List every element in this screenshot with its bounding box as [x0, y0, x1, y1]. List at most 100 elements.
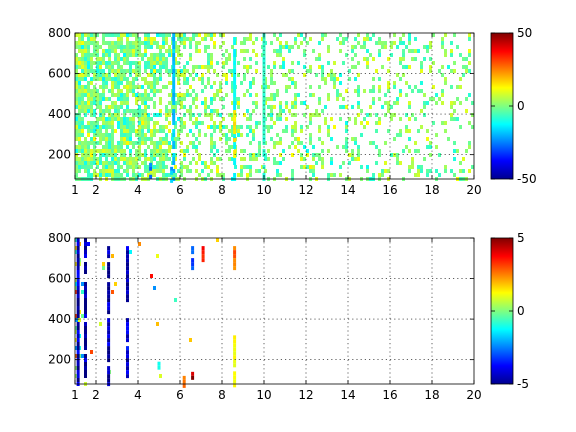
heatmap-cell: [408, 149, 411, 153]
heatmap-cell: [90, 53, 93, 57]
heatmap-cell: [141, 121, 144, 125]
heatmap-cell: [312, 93, 315, 97]
heatmap-cell: [81, 37, 84, 41]
heatmap-cell: [159, 33, 162, 37]
heatmap-cell: [174, 145, 177, 149]
heatmap-cell: [327, 173, 330, 177]
heatmap-cell: [177, 129, 180, 133]
heatmap-cell: [249, 65, 252, 69]
heatmap-cell: [135, 45, 138, 49]
heatmap-cell: [75, 53, 78, 57]
heatmap-cell: [204, 105, 207, 109]
heatmap-cell: [96, 93, 99, 97]
heatmap-cell: [444, 121, 447, 125]
heatmap-cell: [189, 129, 192, 133]
heatmap-cell: [90, 129, 93, 133]
heatmap-column-cell: [233, 351, 237, 356]
heatmap-cell: [156, 141, 159, 145]
heatmap-cell: [147, 157, 150, 161]
heatmap-cell: [159, 65, 162, 69]
heatmap-cell: [207, 69, 210, 73]
heatmap-cell: [273, 141, 276, 145]
heatmap-cell: [87, 145, 90, 149]
heatmap-cell: [156, 149, 159, 153]
heatmap-cell: [219, 125, 222, 129]
heatmap-cell: [126, 53, 129, 57]
heatmap-column-cell: [233, 335, 237, 340]
heatmap-cell: [333, 125, 336, 129]
heatmap-cell: [456, 85, 459, 89]
heatmap-cell: [84, 65, 87, 69]
heatmap-cell: [156, 57, 159, 61]
heatmap-cell: [402, 65, 405, 69]
heatmap-cell: [129, 137, 132, 141]
heatmap-cell: [102, 153, 105, 157]
heatmap-cell: [147, 121, 150, 125]
heatmap-column-cell: [172, 153, 176, 157]
heatmap-cell: [87, 41, 90, 45]
heatmap-cell: [99, 117, 102, 121]
heatmap-cell: [114, 45, 117, 49]
heatmap-cell: [210, 53, 213, 57]
heatmap-cell: [222, 133, 225, 137]
heatmap-cell: [420, 61, 423, 65]
heatmap-cell: [162, 161, 165, 165]
heatmap-cell: [420, 125, 423, 129]
heatmap-cell: [99, 153, 102, 157]
heatmap-cell: [354, 137, 357, 141]
heatmap-column-cell: [182, 383, 186, 388]
heatmap-cell: [219, 45, 222, 49]
heatmap-cell: [162, 37, 165, 41]
heatmap-cell: [165, 141, 168, 145]
heatmap-cell: [144, 117, 147, 121]
heatmap-cell: [291, 61, 294, 65]
plot-frame: [74, 32, 475, 180]
heatmap-cell: [177, 169, 180, 173]
heatmap-cell: [420, 169, 423, 173]
heatmap-cell: [279, 49, 282, 53]
heatmap-cell: [162, 173, 165, 177]
heatmap-cell: [420, 69, 423, 73]
heatmap-cell: [168, 113, 171, 117]
heatmap-cell: [144, 53, 147, 57]
heatmap-column-cell: [84, 254, 87, 258]
heatmap-cell: [186, 69, 189, 73]
heatmap-cell: [378, 117, 381, 121]
heatmap-column-cell: [107, 254, 111, 259]
heatmap-cell: [291, 81, 294, 85]
heatmap-cell: [213, 125, 216, 129]
heatmap-cell: [441, 41, 444, 45]
heatmap-cell: [93, 157, 96, 161]
heatmap-cell: [138, 141, 141, 145]
heatmap-cell: [78, 37, 81, 41]
heatmap-cell: [177, 49, 180, 53]
heatmap-cell: [144, 77, 147, 81]
heatmap-column-cell: [233, 141, 237, 145]
heatmap-cell: [132, 93, 135, 97]
heatmap-cell: [75, 101, 78, 105]
heatmap-cell: [465, 65, 468, 69]
heatmap-cell: [396, 157, 399, 161]
heatmap-cell: [384, 141, 387, 145]
heatmap-cell: [351, 49, 354, 53]
heatmap-cell: [180, 117, 183, 121]
heatmap-cell: [345, 141, 348, 145]
heatmap-cell: [210, 97, 213, 101]
heatmap-cell: [453, 61, 456, 65]
heatmap-cell: [393, 137, 396, 141]
heatmap-column-cell: [172, 121, 176, 125]
heatmap-cell: [144, 133, 147, 137]
heatmap-cell: [81, 89, 84, 93]
heatmap-cell: [159, 169, 162, 173]
heatmap-cell: [189, 85, 192, 89]
heatmap-cell: [378, 97, 381, 101]
heatmap-cell: [288, 45, 291, 49]
heatmap-cell: [294, 41, 297, 45]
heatmap-cell: [126, 129, 129, 133]
heatmap-cell: [84, 149, 87, 153]
heatmap-cell: [135, 41, 138, 45]
heatmap-cell: [102, 173, 105, 177]
heatmap-cell: [144, 41, 147, 45]
heatmap-cell: [411, 161, 414, 165]
heatmap-cell: [129, 81, 132, 85]
